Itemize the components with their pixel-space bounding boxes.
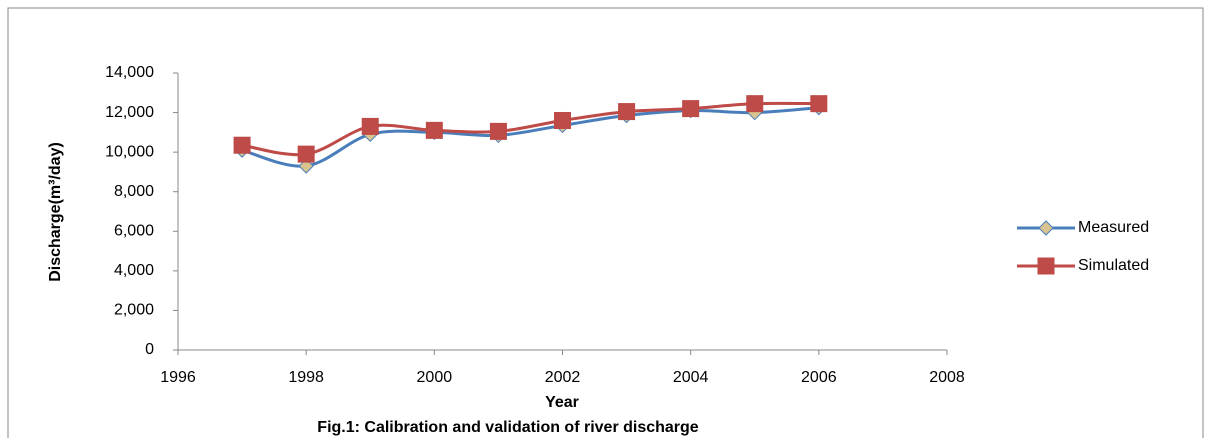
data-point (810, 95, 828, 113)
y-tick-label: 2,000 (114, 302, 154, 319)
x-axis-title: Year (545, 394, 579, 411)
data-point (618, 103, 636, 121)
y-tick-label: 4,000 (114, 262, 154, 279)
data-point (554, 111, 571, 129)
y-axis-title: Discharge(m³/day) (47, 142, 64, 282)
x-tick-label: 2008 (929, 369, 965, 386)
x-tick-label: 2004 (673, 369, 709, 386)
legend-marker (1037, 257, 1055, 275)
y-tick-label: 0 (145, 341, 154, 358)
caption: Fig.1: Calibration and validation of riv… (317, 419, 699, 436)
x-tick-label: 1998 (288, 369, 324, 386)
y-tick-label: 8,000 (114, 183, 154, 200)
legend-label: Measured (1078, 219, 1149, 236)
series-line (241, 101, 819, 157)
y-tick-label: 10,000 (105, 143, 154, 160)
x-tick-label: 2000 (417, 369, 453, 386)
legend-marker (1038, 220, 1054, 236)
data-point (233, 136, 251, 154)
x-tick-label: 1996 (160, 369, 196, 386)
legend-label: Simulated (1078, 257, 1149, 274)
data-point (682, 100, 700, 118)
data-point (425, 121, 443, 139)
data-point (489, 122, 507, 140)
data-point (746, 95, 764, 113)
data-point (297, 145, 315, 163)
y-tick-label: 6,000 (114, 223, 154, 240)
x-tick-label: 2002 (545, 369, 581, 386)
y-tick-label: 14,000 (105, 64, 154, 81)
data-point (361, 117, 379, 135)
x-tick-label: 2006 (801, 369, 837, 386)
chart-frame (7, 7, 1204, 438)
series-line (241, 106, 819, 168)
y-tick-label: 12,000 (105, 104, 154, 121)
